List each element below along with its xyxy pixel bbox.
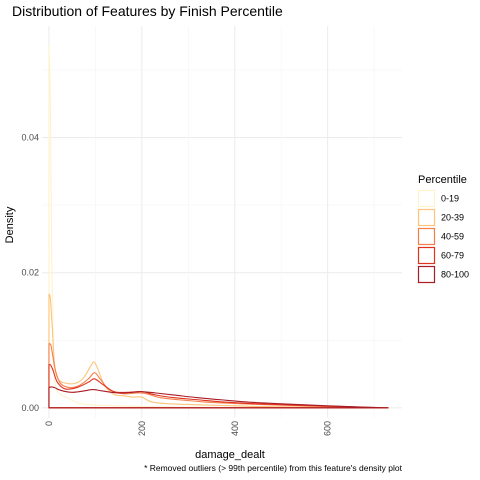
density-curve-80-100: [48, 386, 389, 409]
legend-label-0-19: 0-19: [441, 194, 459, 204]
density-curve-40-59: [48, 343, 389, 409]
legend-key-60-79: [417, 246, 436, 265]
y-tick-label: 0.00: [21, 403, 39, 413]
series-layer: [48, 45, 389, 409]
legend-label-80-100: 80-100: [441, 270, 469, 280]
x-tick-label: 600: [323, 421, 333, 436]
density-curve-60-79: [48, 364, 389, 409]
legend-key-80-100: [417, 265, 436, 284]
legend-key-0-19: [417, 189, 436, 208]
grid: [42, 26, 402, 418]
x-tick-label: 400: [230, 421, 240, 436]
x-axis-label: damage_dealt: [195, 449, 265, 461]
legend-label-20-39: 20-39: [441, 213, 464, 223]
chart-title: Distribution of Features by Finish Perce…: [12, 3, 283, 19]
y-axis-label: Density: [4, 206, 16, 243]
y-tick-label: 0.02: [21, 268, 39, 278]
density-curve-0-19: [48, 45, 389, 409]
x-axis-ticks: 0 200 400 600: [44, 421, 333, 436]
x-tick-label: 200: [137, 421, 147, 436]
legend-key-20-39: [417, 208, 436, 227]
chart-caption: * Removed outliers (> 99th percentile) f…: [144, 463, 403, 473]
legend-label-60-79: 60-79: [441, 251, 464, 261]
legend-title: Percentile: [418, 174, 467, 186]
legend: Percentile 0-19 20-39 40-59 60-79 80-100: [417, 174, 469, 284]
legend-key-40-59: [417, 227, 436, 246]
x-tick-label: 0: [44, 421, 54, 426]
y-tick-label: 0.04: [21, 133, 39, 143]
y-axis-ticks: 0.00 0.02 0.04: [21, 133, 39, 413]
legend-label-40-59: 40-59: [441, 232, 464, 242]
legend-items: 0-19 20-39 40-59 60-79 80-100: [417, 189, 469, 284]
